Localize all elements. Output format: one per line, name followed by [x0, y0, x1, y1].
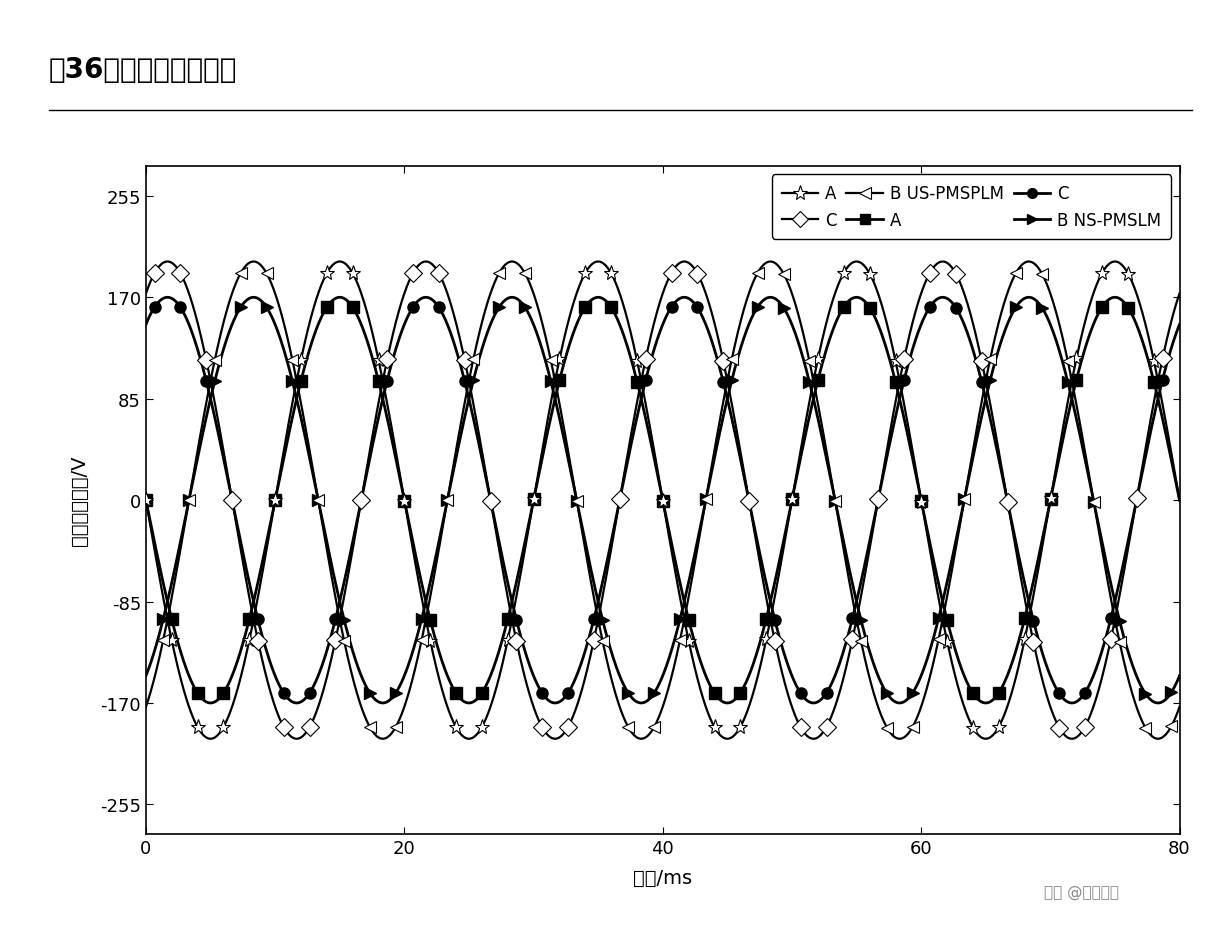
Y-axis label: 空载反电动势/V: 空载反电动势/V	[71, 455, 89, 546]
Text: 头条 @未来智库: 头条 @未来智库	[1043, 884, 1119, 899]
X-axis label: 时间/ms: 时间/ms	[634, 869, 692, 887]
Text: 图36：反电动势的波形: 图36：反电动势的波形	[49, 56, 237, 83]
Legend: A, C, B US-PMSPLM, A, C, B NS-PMSLM: A, C, B US-PMSPLM, A, C, B NS-PMSLM	[772, 175, 1171, 239]
